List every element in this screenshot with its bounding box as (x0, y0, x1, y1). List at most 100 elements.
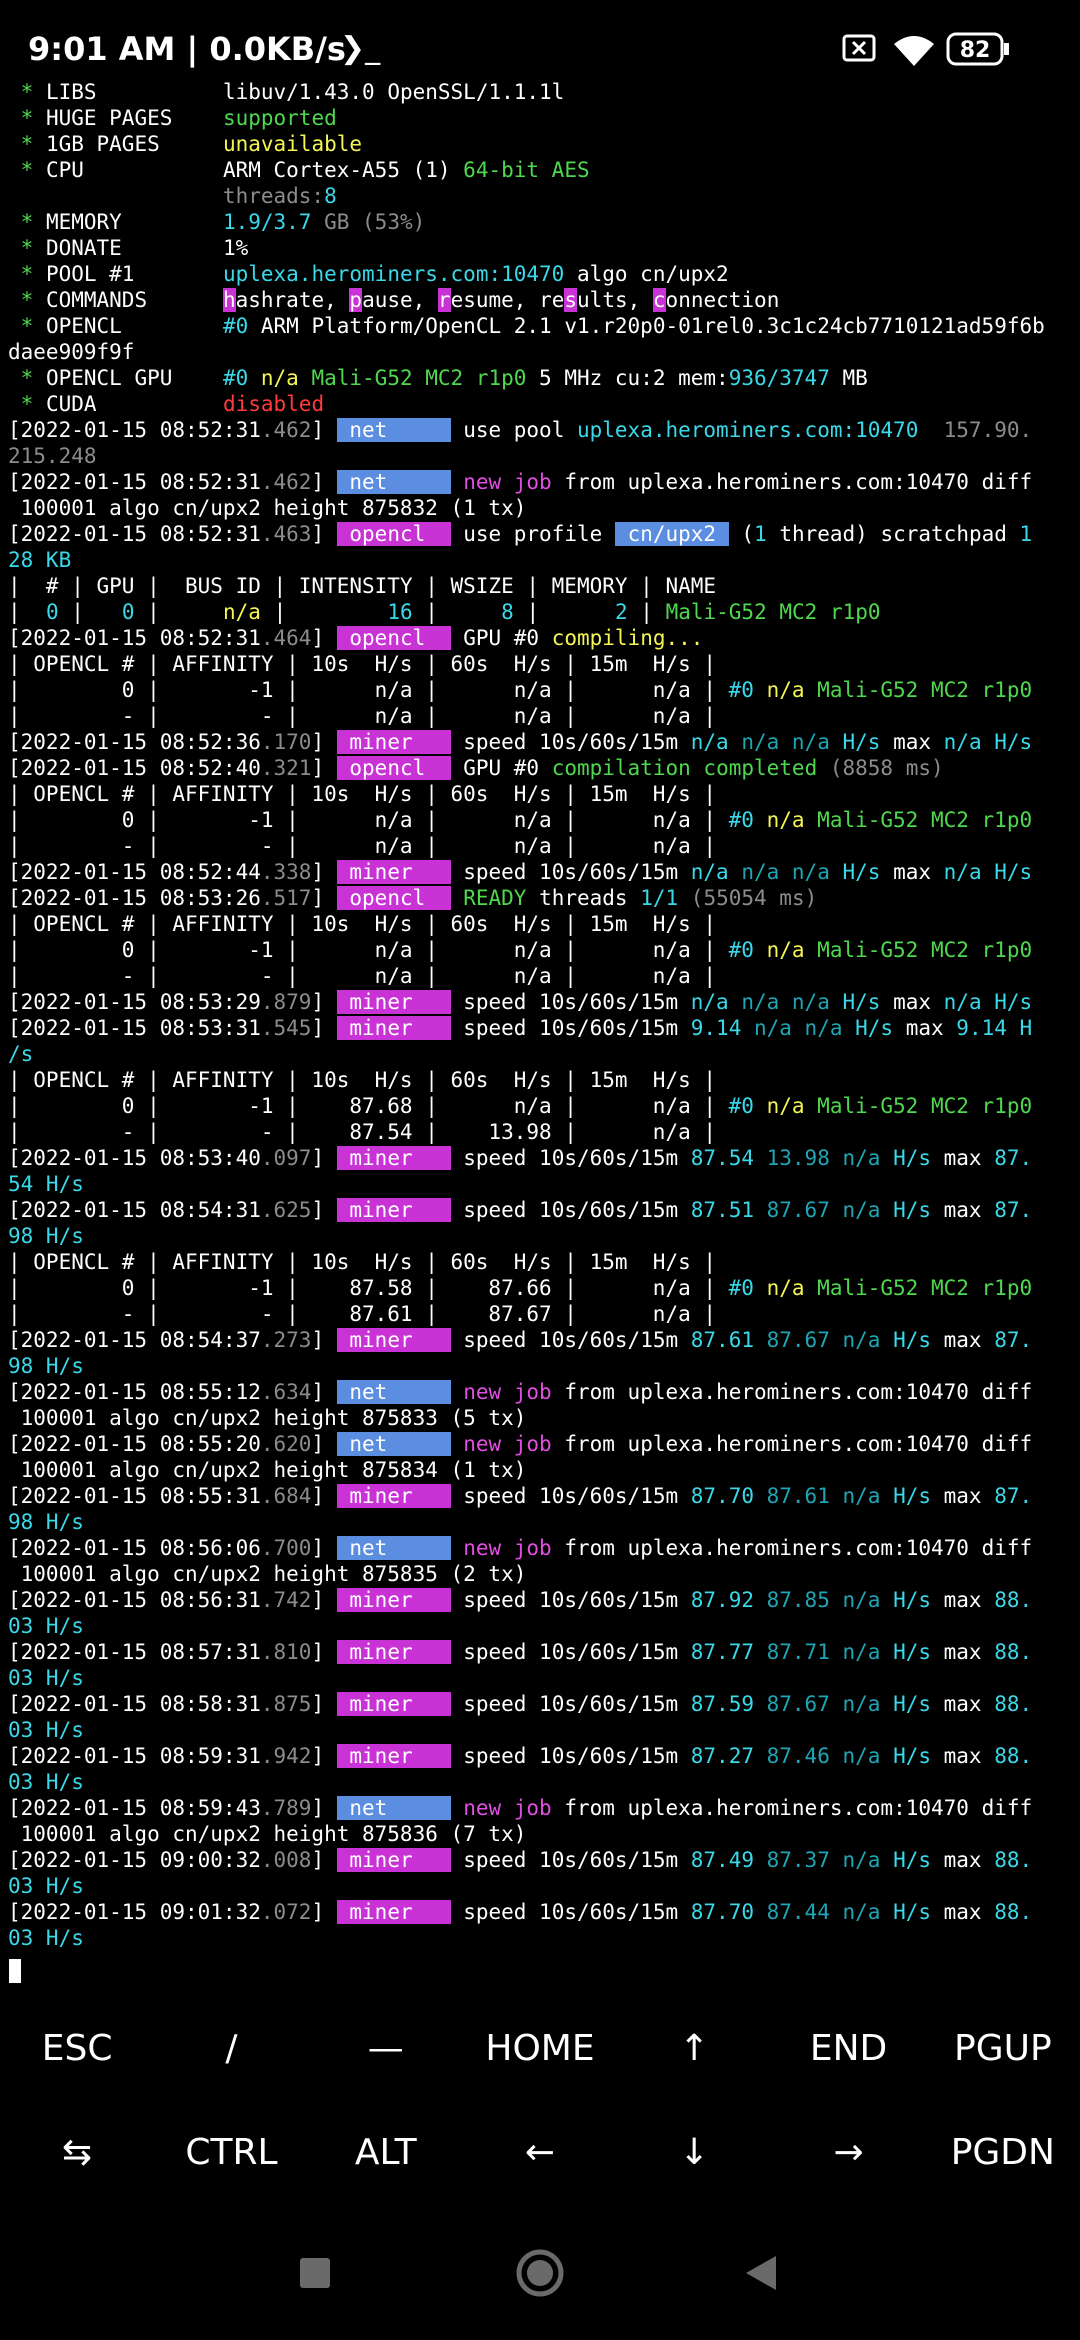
terminal-line: 03 H/s (8, 1665, 84, 1691)
text-segment: 87.70 (690, 1484, 754, 1508)
terminal-line: 98 H/s (8, 1509, 84, 1535)
terminal-line: | 0 | -1 | 87.58 | 87.66 | n/a | #0 n/a … (8, 1275, 1032, 1301)
text-segment: #0 (222, 314, 249, 338)
wifi-icon (894, 36, 934, 66)
tag: net (336, 470, 451, 494)
key[interactable]: PGUP (953, 2028, 1052, 2069)
text-segment: [2022-01-15 08:52:40 (8, 756, 261, 780)
key[interactable]: CTRL (185, 2132, 278, 2173)
text-segment: 16 (387, 600, 413, 624)
text-segment: [2022-01-15 08:52:31 (8, 470, 261, 494)
text-segment: speed 10s/60s/15m (450, 1484, 691, 1508)
text-segment: | (134, 600, 223, 624)
text-segment: max (931, 1900, 995, 1924)
text-segment: [2022-01-15 09:01:32 (8, 1900, 261, 1924)
key-row: ESC / — HOME ↑ END PGUP (0, 2028, 1080, 2069)
key[interactable]: END (809, 2028, 888, 2069)
home-button[interactable] (516, 2249, 564, 2297)
text-segment: .789 (260, 1796, 312, 1820)
sim-x (851, 40, 867, 56)
text-segment: ] (311, 1796, 337, 1820)
text-segment: n/a (248, 366, 299, 390)
text-segment: max (931, 1328, 995, 1352)
tag: net (336, 1796, 451, 1820)
text-segment: from uplexa.herominers.com:10470 diff (551, 1380, 1033, 1404)
text-segment: | - | - | n/a | n/a | n/a | (8, 964, 717, 988)
recents-button[interactable] (300, 2258, 330, 2288)
text-segment: [2022-01-15 08:53:26 (8, 886, 261, 910)
key[interactable]: → (833, 2132, 864, 2173)
text-segment: [2022-01-15 08:56:06 (8, 1536, 261, 1560)
text-segment: H/s (829, 860, 881, 884)
text-segment: .634 (260, 1380, 312, 1404)
text-segment: new job (450, 470, 552, 494)
text-segment: max (931, 1146, 995, 1170)
text-segment: ] (311, 1744, 337, 1768)
text-segment: [2022-01-15 08:56:31 (8, 1588, 261, 1612)
key[interactable]: — (367, 2028, 404, 2069)
text-segment: compilation completed (551, 756, 818, 780)
text-segment: ] (311, 756, 337, 780)
text-segment: .462 (260, 470, 312, 494)
terminal-line: 54 H/s (8, 1171, 84, 1197)
text-segment: | - | - | n/a | n/a | n/a | (8, 704, 717, 728)
key[interactable]: ⇆ (62, 2132, 93, 2173)
text-segment: algo cn/upx2 (564, 262, 729, 286)
back-button[interactable] (746, 2256, 776, 2290)
text-segment: HUGE PAGES (45, 106, 223, 130)
text-segment: READY (463, 886, 527, 910)
key[interactable]: ALT (354, 2132, 417, 2173)
terminal-line: * OPENCL #0 ARM Platform/OpenCL 2.1 v1.r… (8, 313, 1045, 339)
text-segment: 100001 algo cn/upx2 height 875834 (1 tx) (8, 1458, 527, 1482)
key[interactable]: HOME (485, 2028, 595, 2069)
tag: p (349, 288, 363, 312)
text-segment: | (58, 600, 122, 624)
terminal-line: [2022-01-15 09:01:32.072] miner speed 10… (8, 1899, 1032, 1925)
text-segment: .810 (260, 1640, 312, 1664)
text-segment: 88. (994, 1640, 1033, 1664)
text-segment: .879 (260, 990, 312, 1014)
key[interactable]: ↑ (679, 2028, 710, 2069)
key[interactable]: ← (524, 2132, 556, 2173)
terminal-line: * 1GB PAGES unavailable (8, 131, 362, 157)
text-segment: 98 H/s (8, 1510, 84, 1534)
text-segment: | (8, 600, 46, 624)
text-segment: 88. (994, 1692, 1033, 1716)
text-segment: 0 (121, 600, 135, 624)
text-segment: /s (8, 1042, 34, 1066)
terminal-line: * CPU ARM Cortex-A55 (1) 64-bit AES (8, 157, 590, 183)
cursor (9, 1959, 21, 1983)
text-segment: supported (222, 106, 337, 130)
text-segment: | 0 | -1 | n/a | n/a | n/a | (8, 678, 729, 702)
terminal-line: [2022-01-15 08:52:40.321] opencl GPU #0 … (8, 755, 944, 781)
tag: opencl (336, 522, 451, 546)
text-segment: H/s (880, 1484, 931, 1508)
text-segment: .464 (260, 626, 312, 650)
key[interactable]: ESC (41, 2028, 113, 2069)
tag: miner (336, 1484, 451, 1508)
terminal-line: | - | - | 87.54 | 13.98 | n/a | (8, 1119, 716, 1145)
tag: miner (336, 1146, 451, 1170)
text-segment: new job (450, 1796, 552, 1820)
tag: miner (336, 1692, 451, 1716)
key[interactable]: ↓ (679, 2132, 710, 2173)
text-segment: 87.67 n/a (753, 1198, 881, 1222)
terminal-line: * DONATE 1% (8, 235, 249, 261)
text-segment: .463 (260, 522, 312, 546)
key[interactable]: PGDN (950, 2132, 1055, 2173)
terminal-line: threads:8 (8, 183, 337, 209)
key[interactable]: / (225, 2028, 238, 2069)
text-segment: 87.67 n/a (753, 1692, 881, 1716)
tag: c (652, 288, 666, 312)
tag: miner (336, 1016, 451, 1040)
text-segment: n/a (753, 938, 805, 962)
text-segment: H/s (880, 1900, 931, 1924)
text-segment: ] (311, 1380, 337, 1404)
text-segment: 87.54 (690, 1146, 754, 1170)
text-segment: ] (311, 626, 337, 650)
text-segment: n/a (753, 808, 805, 832)
text-segment: | (412, 600, 502, 624)
text-segment: ] (311, 1588, 337, 1612)
terminal-line: | - | - | n/a | n/a | n/a | (8, 833, 716, 859)
text-segment: * (8, 262, 46, 286)
